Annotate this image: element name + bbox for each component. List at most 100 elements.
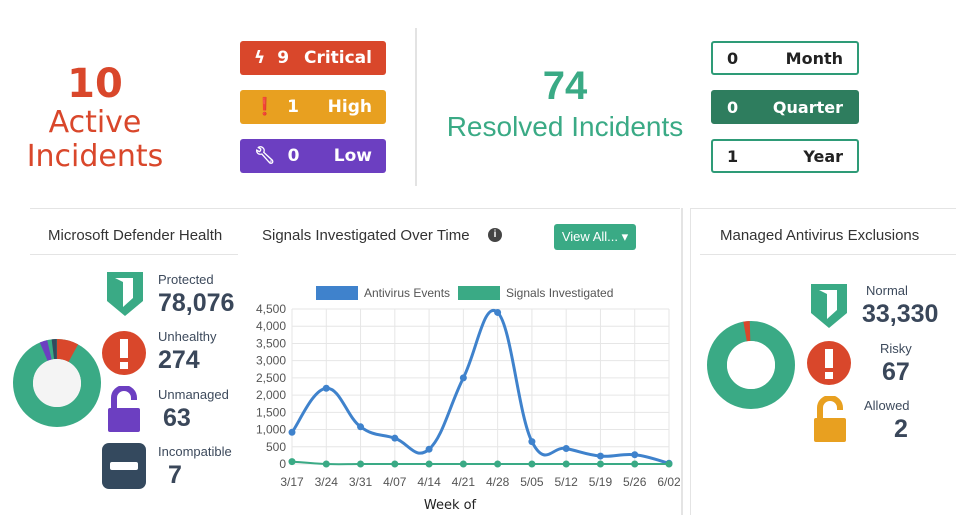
resolved-incidents: 74 Resolved Incidents [425,64,705,146]
data-point [391,434,399,442]
exclusions-title-underline [700,254,956,255]
data-point [631,451,639,459]
legend-label: Signals Investigated [506,286,613,300]
active-count: 10 [67,61,123,107]
y-tick-label: 3,500 [256,336,286,350]
period-quarter[interactable]: 0 Quarter [711,90,859,124]
label: Month [785,48,843,68]
x-tick-label: 5/12 [555,475,579,489]
period-year[interactable]: 1 Year [711,139,859,173]
data-point [528,460,536,468]
data-point [425,460,433,468]
y-tick-label: 2,000 [256,388,286,402]
signals-title: Signals Investigated Over Time [262,227,470,244]
label: Low [333,146,372,166]
alert-icon [807,341,851,385]
data-point [288,428,296,436]
exclamation-icon: ❗ [254,97,276,117]
card-top-border-right [690,208,956,209]
x-tick-label: 4/28 [486,475,510,489]
bolt-icon: ϟ [254,48,266,68]
data-point [596,460,604,468]
active-label2: Incidents [26,139,164,174]
label: Quarter [772,97,843,117]
count: 1 [727,146,739,166]
exclusions-title: Managed Antivirus Exclusions [720,227,920,244]
x-tick-label: 4/14 [417,475,441,489]
x-tick-label: 6/02 [657,475,680,489]
protected-label: Protected [158,272,214,287]
label: High [327,97,372,117]
data-point [391,460,399,468]
unmanaged-value: 63 [163,404,191,432]
data-point [357,460,365,468]
data-point [425,445,433,453]
allowed-value: 2 [894,415,908,443]
y-tick-label: 0 [279,457,286,471]
signals-chart: 0 500 1,000 1,500 2,000 2,500 3,000 3,500 4,000 4… [256,286,680,513]
data-point [322,384,330,392]
label: Critical [303,48,372,68]
normal-label: Normal [866,283,908,298]
x-tick-label: 3/24 [315,475,339,489]
unmanaged-label: Unmanaged [158,387,229,402]
incompatible-label: Incompatible [158,444,232,459]
count: 9 [277,48,290,68]
protected-value: 78,076 [158,289,235,317]
data-point [357,423,365,431]
data-point [494,308,502,316]
active-label: Active [48,105,142,140]
data-point [665,460,673,468]
y-tick-label: 1,000 [256,423,286,437]
active-incidents: 10 Active Incidents [20,62,170,174]
period-month[interactable]: 0 Month [711,41,859,75]
normal-value: 33,330 [862,300,939,328]
resolved-label: Resolved Incidents [446,111,684,142]
x-axis-label: Week of [424,498,477,513]
count: 0 [287,146,300,166]
data-point [528,438,536,446]
y-tick-label: 3,000 [256,354,286,368]
x-tick-label: 4/07 [383,475,407,489]
x-tick-label: 3/17 [280,475,304,489]
legend-swatch [458,286,500,300]
x-tick-label: 5/26 [623,475,647,489]
shield-icon [811,284,847,328]
incompatible-icon [102,443,146,489]
critical-badge[interactable]: ϟ 9 Critical [240,41,386,75]
data-point [596,452,604,460]
unhealthy-value: 274 [158,346,200,374]
view-all-button[interactable]: View All... ▾ [554,224,636,250]
card-top-border [30,208,680,209]
data-point [562,460,570,468]
data-point [288,458,296,466]
high-badge[interactable]: ❗ 1 High [240,90,386,124]
y-tick-label: 1,500 [256,405,286,419]
defender-title-underline [30,254,238,255]
x-tick-label: 3/31 [349,475,373,489]
allowed-label: Allowed [864,398,910,413]
data-point [494,460,502,468]
x-tick-label: 5/05 [520,475,544,489]
incompatible-value: 7 [168,461,182,489]
y-tick-label: 4,000 [256,319,286,333]
risky-value: 67 [882,358,910,386]
label: Year [803,146,843,166]
x-tick-label: 4/21 [452,475,476,489]
card-divider-2 [690,208,691,515]
unlock-icon [108,386,140,432]
info-icon[interactable]: i [488,228,502,242]
x-tick-label: 5/19 [589,475,613,489]
count: 0 [727,48,739,68]
series-line-0 [290,308,670,465]
count: 0 [727,97,739,117]
unhealthy-label: Unhealthy [158,329,217,344]
shield-icon [107,272,143,316]
low-badge[interactable]: 🔧︎ 0 Low [240,139,386,173]
view-all-label: View All... [561,229,618,244]
y-tick-label: 2,500 [256,371,286,385]
data-point [562,445,570,452]
legend-label: Antivirus Events [364,286,450,300]
legend-swatch [316,286,358,300]
alert-icon [102,331,146,375]
